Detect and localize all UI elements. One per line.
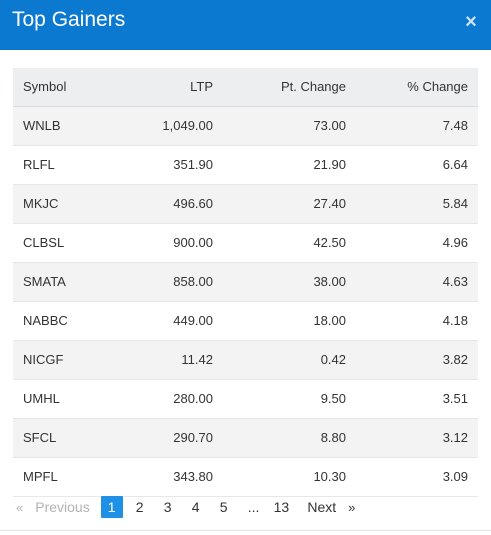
next-label[interactable]: Next <box>307 499 337 515</box>
cell-ltp: 858.00 <box>118 262 213 302</box>
cell-pt-change: 18.00 <box>213 301 346 341</box>
cell-symbol: MPFL <box>13 457 118 497</box>
column-header-symbol: Symbol <box>13 68 118 107</box>
page-2-button[interactable]: 2 <box>135 499 144 515</box>
cell-pt-change: 8.80 <box>213 418 346 458</box>
table-row: WNLB 1,049.00 73.00 7.48 <box>13 106 478 146</box>
cell-ltp: 290.70 <box>118 418 213 458</box>
cell-ltp: 900.00 <box>118 223 213 263</box>
modal-footer-divider <box>0 530 491 531</box>
cell-symbol: NABBC <box>13 301 118 341</box>
cell-pct-change: 4.63 <box>346 262 478 302</box>
table-row: SMATA 858.00 38.00 4.63 <box>13 262 478 302</box>
table-row: NICGF 11.42 0.42 3.82 <box>13 340 478 380</box>
previous-label: Previous <box>35 499 90 515</box>
cell-ltp: 11.42 <box>118 340 213 380</box>
table-row: NABBC 449.00 18.00 4.18 <box>13 301 478 341</box>
table-row: MKJC 496.60 27.40 5.84 <box>13 184 478 224</box>
modal-body: Symbol LTP Pt. Change % Change WNLB 1,04… <box>0 50 491 535</box>
close-icon[interactable]: × <box>465 11 477 33</box>
cell-pt-change: 10.30 <box>213 457 346 497</box>
modal-header: Top Gainers × <box>0 0 491 50</box>
table-header-row: Symbol LTP Pt. Change % Change <box>13 68 478 107</box>
modal-title: Top Gainers <box>12 8 126 31</box>
cell-ltp: 449.00 <box>118 301 213 341</box>
cell-pct-change: 4.96 <box>346 223 478 263</box>
cell-pct-change: 6.64 <box>346 145 478 185</box>
page-4-button[interactable]: 4 <box>191 499 200 515</box>
cell-ltp: 280.00 <box>118 379 213 419</box>
table-row: UMHL 280.00 9.50 3.51 <box>13 379 478 419</box>
next-page-button[interactable]: Next » <box>307 499 355 515</box>
cell-ltp: 343.80 <box>118 457 213 497</box>
column-header-ltp: LTP <box>118 68 213 107</box>
table-row: MPFL 343.80 10.30 3.09 <box>13 457 478 497</box>
table-row: RLFL 351.90 21.90 6.64 <box>13 145 478 185</box>
cell-pct-change: 7.48 <box>346 106 478 146</box>
cell-symbol: RLFL <box>13 145 118 185</box>
cell-pct-change: 3.09 <box>346 457 478 497</box>
cell-ltp: 1,049.00 <box>118 106 213 146</box>
cell-symbol: MKJC <box>13 184 118 224</box>
cell-pct-change: 3.51 <box>346 379 478 419</box>
cell-pct-change: 3.82 <box>346 340 478 380</box>
cell-ltp: 351.90 <box>118 145 213 185</box>
pagination: « Previous 1 2 3 4 5 ... 13 Next » <box>16 496 355 518</box>
cell-symbol: NICGF <box>13 340 118 380</box>
cell-pct-change: 3.12 <box>346 418 478 458</box>
page-5-button[interactable]: 5 <box>219 499 228 515</box>
cell-pct-change: 4.18 <box>346 301 478 341</box>
cell-pt-change: 21.90 <box>213 145 346 185</box>
cell-symbol: CLBSL <box>13 223 118 263</box>
cell-pt-change: 73.00 <box>213 106 346 146</box>
cell-pt-change: 9.50 <box>213 379 346 419</box>
cell-pt-change: 38.00 <box>213 262 346 302</box>
table-body: WNLB 1,049.00 73.00 7.48 RLFL 351.90 21.… <box>13 106 478 497</box>
page-3-button[interactable]: 3 <box>163 499 172 515</box>
table-row: SFCL 290.70 8.80 3.12 <box>13 418 478 458</box>
previous-arrow-icon: « <box>16 499 24 515</box>
cell-ltp: 496.60 <box>118 184 213 224</box>
cell-pct-change: 5.84 <box>346 184 478 224</box>
previous-page-button: « Previous <box>16 499 90 515</box>
table-row: CLBSL 900.00 42.50 4.96 <box>13 223 478 263</box>
pagination-ellipsis: ... <box>247 499 260 515</box>
next-arrow-icon[interactable]: » <box>348 499 356 515</box>
page-13-button[interactable]: 13 <box>273 499 290 515</box>
cell-symbol: SMATA <box>13 262 118 302</box>
column-header-pct-change: % Change <box>346 68 478 107</box>
top-gainers-table: Symbol LTP Pt. Change % Change WNLB 1,04… <box>13 68 478 497</box>
cell-symbol: UMHL <box>13 379 118 419</box>
cell-symbol: WNLB <box>13 106 118 146</box>
cell-pt-change: 0.42 <box>213 340 346 380</box>
cell-pt-change: 27.40 <box>213 184 346 224</box>
cell-pt-change: 42.50 <box>213 223 346 263</box>
column-header-pt-change: Pt. Change <box>213 68 346 107</box>
cell-symbol: SFCL <box>13 418 118 458</box>
page-1-button[interactable]: 1 <box>100 496 123 518</box>
